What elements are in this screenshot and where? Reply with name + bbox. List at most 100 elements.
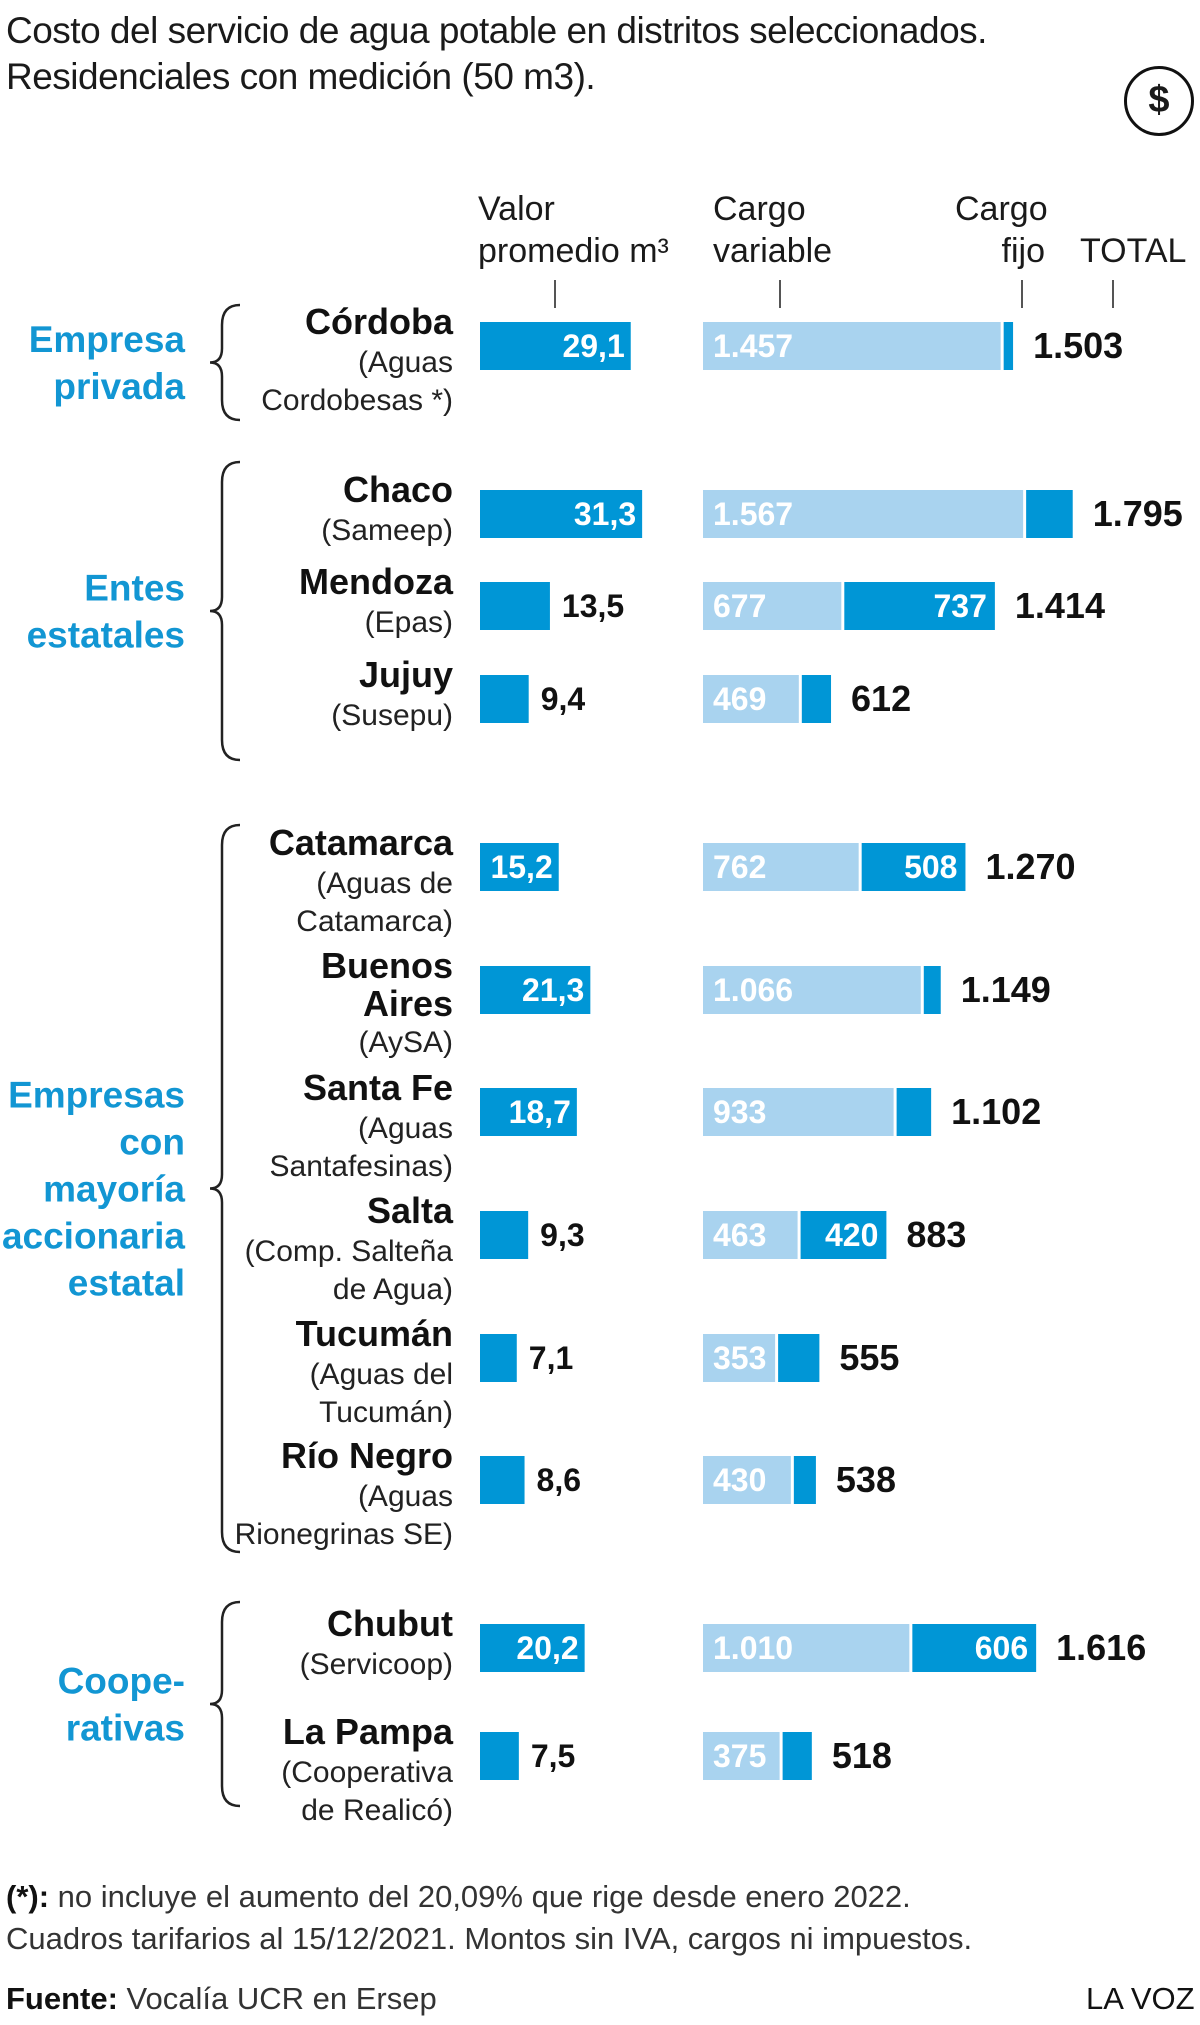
fixed-charge-bar (800, 1211, 887, 1259)
avg-bar (480, 1211, 529, 1259)
avg-value-label: 21,3 (522, 972, 584, 1008)
header-tick-total (1112, 280, 1114, 308)
total-value-label: 1.414 (1015, 585, 1105, 626)
operator-name: (Servicoop) (300, 1648, 453, 1681)
region-name: Santa Fe (303, 1067, 453, 1108)
region-name: Córdoba (305, 301, 454, 342)
operator-name: (Aguas (358, 1480, 453, 1513)
variable-charge-label: 353 (713, 1340, 766, 1376)
avg-bar (480, 1732, 519, 1780)
header-cargo-fijo: Cargo fijo (955, 190, 1048, 270)
variable-charge-label: 463 (713, 1217, 766, 1253)
total-value-label: 555 (839, 1337, 899, 1378)
avg-value-label: 7,5 (531, 1738, 575, 1774)
group-label: con (119, 1122, 185, 1163)
fixed-charge-label: 606 (975, 1630, 1028, 1666)
operator-name: (Aguas del (310, 1358, 453, 1391)
source: Fuente: Vocalía UCR en Ersep (6, 1978, 437, 2020)
group-label: privada (53, 366, 185, 407)
group-brace (209, 460, 241, 762)
operator-name: (Aguas (358, 346, 453, 379)
fixed-charge-bar (923, 966, 941, 1014)
footnote: (*): no incluye el aumento del 20,09% qu… (6, 1876, 911, 1918)
variable-charge-bar (703, 1211, 798, 1259)
header-valor-promedio: Valor promedio m³ (478, 190, 669, 270)
region-name: Salta (367, 1190, 454, 1231)
variable-charge-bar (703, 582, 842, 630)
variable-charge-label: 1.567 (713, 496, 793, 532)
fixed-charge-label: 737 (933, 588, 986, 624)
source-label: Fuente: (6, 1981, 118, 2016)
group-brace (209, 823, 241, 1554)
title-line-1: Costo del servicio de agua potable en di… (6, 10, 987, 51)
fixed-charge-label: 508 (904, 849, 957, 885)
variable-charge-label: 469 (713, 681, 766, 717)
avg-bar (480, 675, 529, 723)
avg-bar (480, 843, 559, 891)
footnote-line-2: Cuadros tarifarios al 15/12/2021. Montos… (6, 1921, 973, 1956)
total-value-label: 1.795 (1093, 493, 1183, 534)
variable-charge-label: 762 (713, 849, 766, 885)
footnote-text: no incluye el aumento del 20,09% que rig… (49, 1879, 911, 1914)
fixed-charge-bar (801, 675, 832, 723)
variable-charge-bar (703, 843, 859, 891)
avg-bar (480, 1456, 525, 1504)
variable-charge-bar (703, 322, 1001, 370)
group-label: Entes (84, 568, 185, 609)
group-label: estatales (27, 615, 185, 656)
total-value-label: 1.102 (951, 1091, 1041, 1132)
region-name: Catamarca (269, 822, 454, 863)
variable-charge-label: 677 (713, 588, 766, 624)
total-value-label: 518 (832, 1735, 892, 1776)
avg-value-label: 13,5 (562, 588, 624, 624)
operator-name: (AySA) (359, 1026, 453, 1059)
variable-charge-label: 933 (713, 1094, 766, 1130)
fixed-charge-bar (861, 843, 966, 891)
variable-charge-label: 1.010 (713, 1630, 793, 1666)
operator-name: Catamarca) (296, 905, 453, 938)
group-label: estatal (68, 1263, 185, 1304)
operator-name: (Epas) (365, 606, 453, 639)
operator-name: (Sameep) (321, 514, 453, 547)
total-value-label: 1.270 (985, 846, 1075, 887)
group-label: accionaria (2, 1216, 185, 1257)
region-name: Río Negro (281, 1435, 453, 1476)
region-name: Buenos (321, 945, 453, 986)
operator-name: de Realicó) (301, 1794, 453, 1827)
total-value-label: 883 (906, 1214, 966, 1255)
region-name: Chubut (327, 1603, 453, 1644)
group-label: Empresas (8, 1075, 185, 1116)
total-value-label: 1.616 (1056, 1627, 1146, 1668)
avg-bar (480, 1334, 517, 1382)
fixed-charge-bar (896, 1088, 932, 1136)
chart-canvas: Empresa privada Córdoba (Aguas Cordobesas *)… (2, 301, 1183, 1827)
region-name: Tucumán (296, 1313, 453, 1354)
region-name: Chaco (343, 469, 453, 510)
fixed-charge-bar (1003, 322, 1014, 370)
variable-charge-bar (703, 490, 1024, 538)
variable-charge-bar (703, 675, 799, 723)
total-value-label: 538 (836, 1459, 896, 1500)
operator-name: (Susepu) (331, 699, 453, 732)
avg-value-label: 7,1 (529, 1340, 573, 1376)
group-brace (209, 303, 241, 422)
avg-value-label: 31,3 (574, 496, 636, 532)
fixed-charge-bar (793, 1456, 816, 1504)
title-line-2: Residenciales con medición (50 m3). (6, 56, 596, 97)
variable-charge-bar (703, 1456, 791, 1504)
avg-value-label: 15,2 (490, 849, 552, 885)
operator-name: de Agua) (333, 1273, 453, 1306)
source-text: Vocalía UCR en Ersep (117, 1981, 437, 2016)
chart-title: Costo del servicio de agua potable en di… (6, 8, 987, 100)
variable-charge-label: 430 (713, 1462, 766, 1498)
total-value-label: 612 (851, 678, 911, 719)
avg-value-label: 20,2 (516, 1630, 578, 1666)
avg-bar (480, 490, 643, 538)
variable-charge-bar (703, 966, 921, 1014)
group-label: Empresa (29, 319, 186, 360)
variable-charge-label: 1.066 (713, 972, 793, 1008)
avg-bar (480, 1088, 577, 1136)
group-label: mayoría (43, 1169, 185, 1210)
operator-name: Rionegrinas SE) (235, 1518, 453, 1551)
fixed-charge-bar (1026, 490, 1073, 538)
